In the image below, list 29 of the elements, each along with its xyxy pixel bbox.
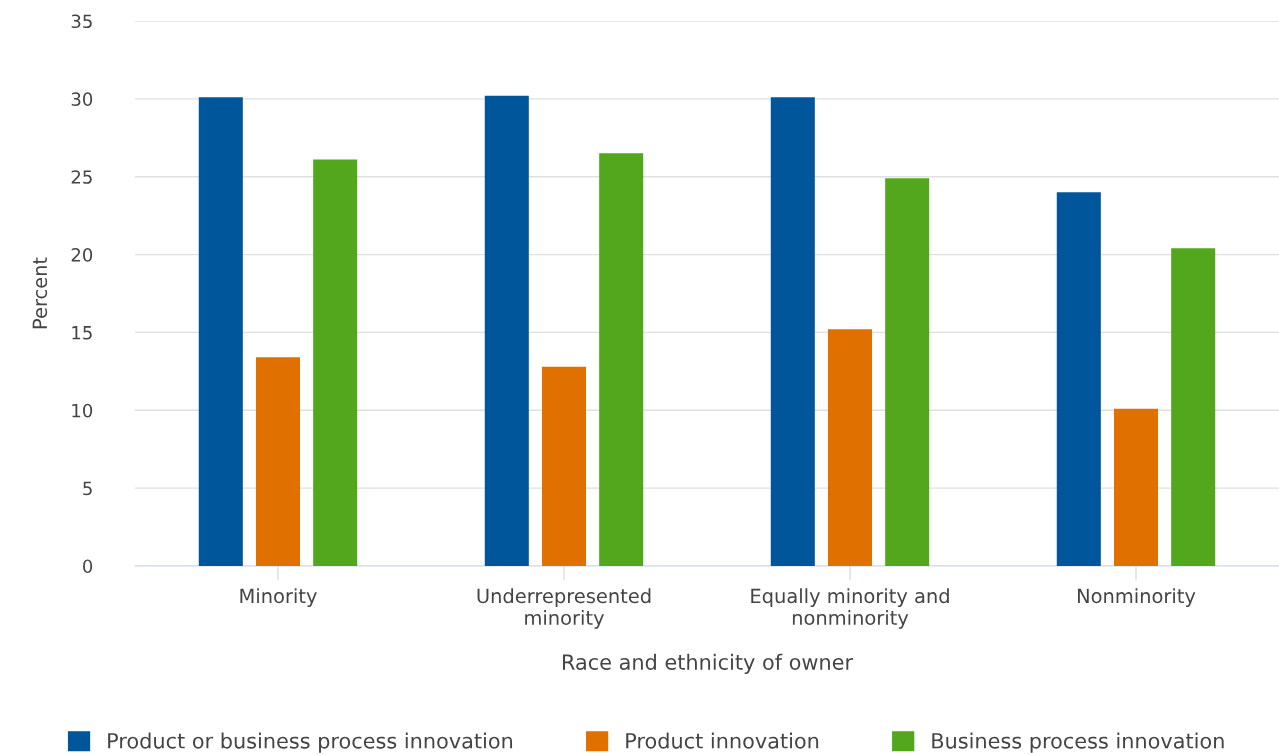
bar: [827, 329, 873, 566]
bar: [770, 97, 815, 566]
y-tick-label: 35: [71, 14, 92, 29]
x-tick-label: Underrepresented minority: [477, 588, 651, 629]
y-tick-label: 10: [72, 403, 93, 418]
bar: [1113, 408, 1159, 566]
y-tick-label: 30: [71, 92, 93, 106]
bar: [1171, 248, 1216, 566]
y-tick-label: 15: [72, 326, 92, 340]
bar: [484, 95, 529, 566]
bar: [198, 97, 243, 566]
legend-label: Business process innovation: [932, 732, 1224, 753]
bar: [1056, 192, 1101, 566]
x-tick-label: Nonminority: [1077, 588, 1196, 608]
x-tick-label: Minority: [240, 588, 317, 608]
legend-label: Product innovation: [626, 732, 819, 749]
y-axis-title: Percent: [32, 257, 48, 329]
y-tick-label: 5: [83, 481, 92, 496]
bar: [599, 153, 644, 566]
x-tick-label: Equally minority and nonminority: [751, 588, 949, 629]
bar: [313, 159, 358, 566]
bar: [255, 357, 301, 566]
y-tick-label: 0: [83, 559, 93, 574]
y-tick-label: 25: [71, 170, 92, 184]
y-tick-label: 20: [71, 248, 93, 262]
bar: [541, 366, 587, 566]
legend-label: Product or business process innovation: [108, 732, 513, 753]
bar: [885, 178, 930, 566]
x-axis-title: Race and ethnicity of owner: [562, 653, 854, 674]
